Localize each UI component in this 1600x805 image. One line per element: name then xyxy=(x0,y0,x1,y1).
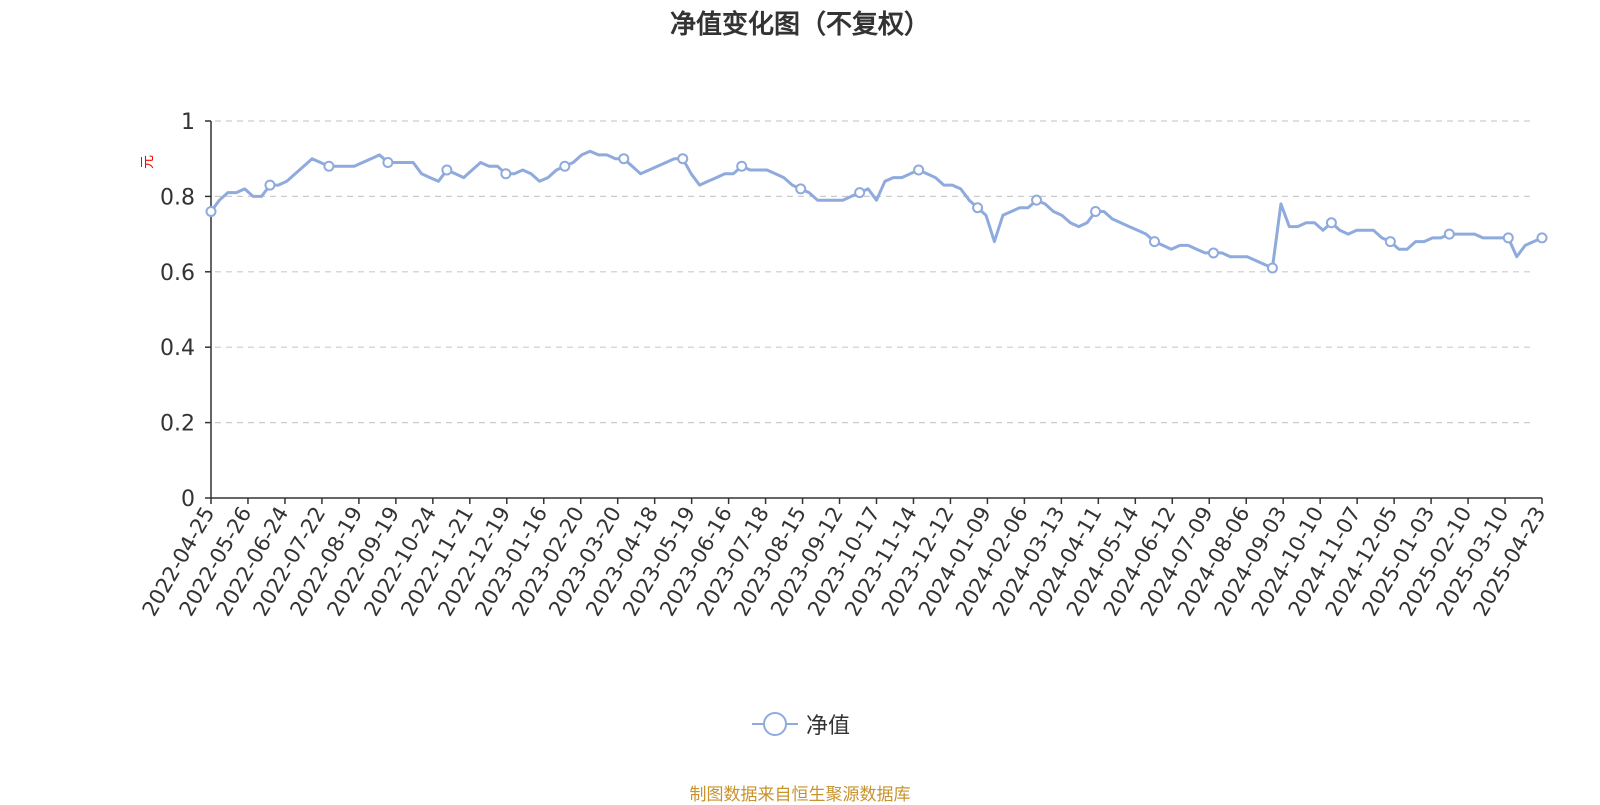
source-note: 制图数据来自恒生聚源数据库 xyxy=(689,785,911,805)
series-line xyxy=(209,149,1543,270)
y-tick-label: 0.2 xyxy=(160,412,195,437)
data-point[interactable] xyxy=(323,160,335,172)
legend-label: 净值 xyxy=(805,714,850,739)
chart-title: 净值变化图（不复权） xyxy=(669,10,930,40)
legend[interactable]: 净值 xyxy=(0,708,1600,740)
data-point[interactable] xyxy=(559,160,571,172)
data-point[interactable] xyxy=(972,202,984,214)
y-tick-label: 0.8 xyxy=(160,185,195,210)
data-point[interactable] xyxy=(205,205,217,217)
data-point[interactable] xyxy=(1502,232,1514,244)
data-point[interactable] xyxy=(1443,228,1455,240)
data-point[interactable] xyxy=(1325,217,1337,229)
y-tick-label: 1 xyxy=(181,110,195,135)
data-point[interactable] xyxy=(795,183,807,195)
data-point[interactable] xyxy=(1148,236,1160,248)
data-point[interactable] xyxy=(677,153,689,165)
data-point[interactable] xyxy=(1090,205,1102,217)
data-point[interactable] xyxy=(913,164,925,176)
y-tick-label: 0.4 xyxy=(160,336,195,361)
x-tick-labels: 2022-04-252022-05-262022-06-242022-07-22… xyxy=(138,502,1551,620)
data-point[interactable] xyxy=(1536,232,1548,244)
grid-lines xyxy=(215,120,1534,424)
y-tick-label: 0.6 xyxy=(160,261,195,286)
data-point[interactable] xyxy=(1031,194,1043,206)
y-axis-unit-label: 元 xyxy=(140,155,156,169)
data-point[interactable] xyxy=(441,164,453,176)
series-layer xyxy=(205,149,1548,274)
axes xyxy=(205,120,1543,504)
data-point[interactable] xyxy=(382,156,394,168)
legend-line-circle-icon xyxy=(751,712,798,736)
data-point[interactable] xyxy=(736,160,748,172)
data-point[interactable] xyxy=(1266,262,1278,274)
data-point[interactable] xyxy=(1207,247,1219,259)
y-tick-labels: 0 0.2 0.4 0.6 0.8 1 xyxy=(160,110,195,512)
data-point[interactable] xyxy=(854,187,866,199)
data-point[interactable] xyxy=(264,179,276,191)
data-point[interactable] xyxy=(618,153,630,165)
y-tick-label: 0 xyxy=(181,487,195,512)
data-point[interactable] xyxy=(500,168,512,180)
data-point[interactable] xyxy=(1384,236,1396,248)
